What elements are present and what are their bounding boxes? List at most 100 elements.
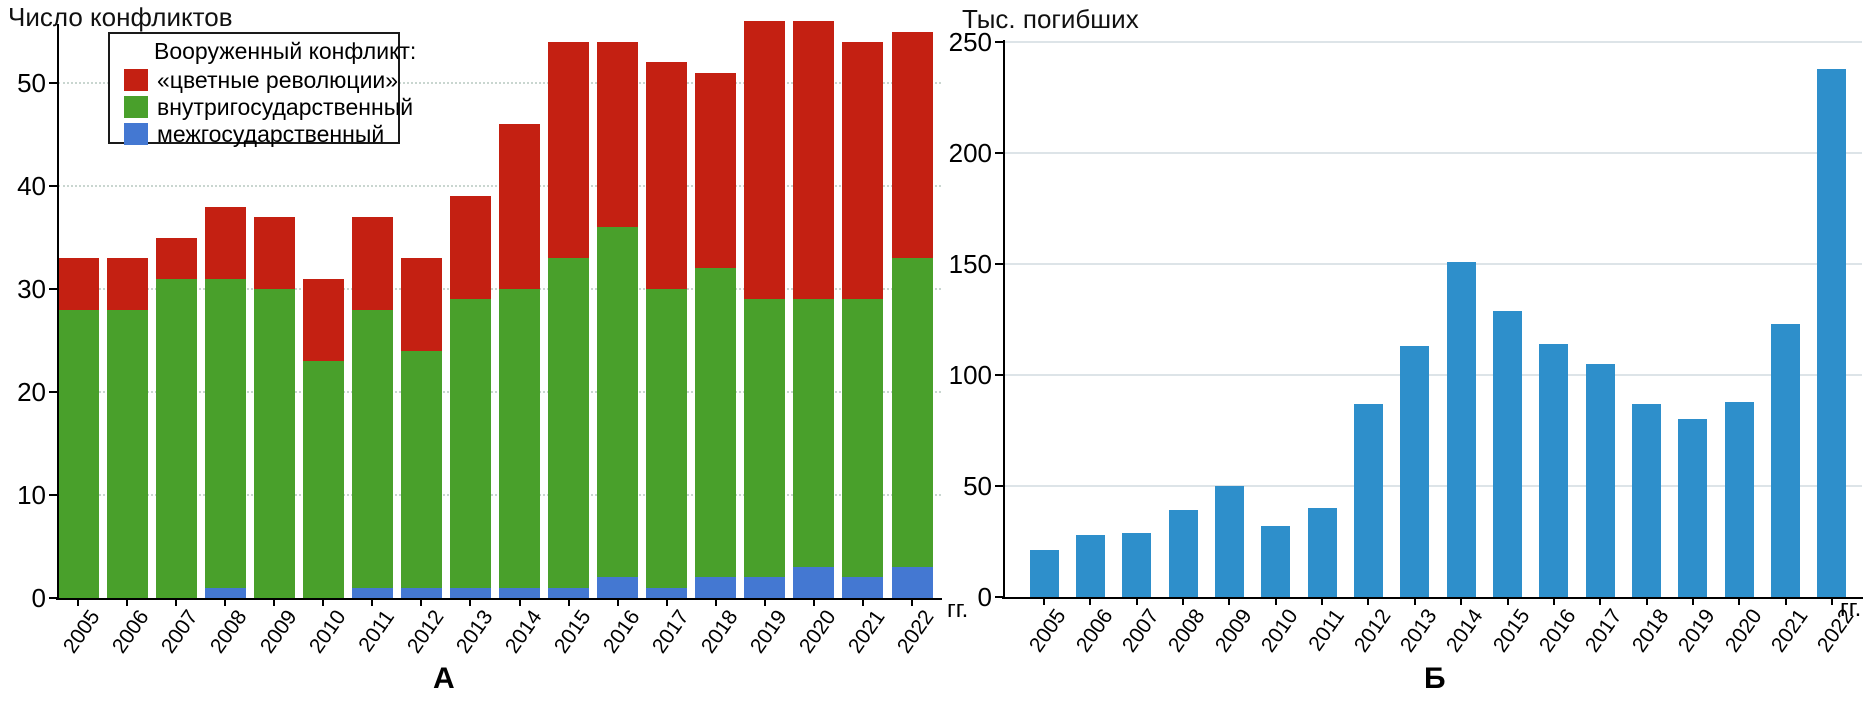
- bar-2016-внутригосударственный: [597, 227, 639, 578]
- x-axis-tick-2009: [1228, 597, 1231, 605]
- bar-2021-цветныереволюции: [842, 41, 884, 300]
- x-axis-tick-2005: [77, 598, 79, 606]
- x-axis-label-2012: 2012: [402, 606, 449, 658]
- x-axis-label-2017: 2017: [647, 606, 694, 658]
- bar-2006-цветныереволюции: [106, 258, 148, 310]
- x-axis-label-2012: 2012: [1349, 605, 1396, 657]
- bar-2018-внутригосударственный: [695, 268, 737, 578]
- x-axis-label-2005: 2005: [1025, 605, 1071, 657]
- y-axis-label-100: 100: [948, 360, 992, 390]
- x-axis-label-2014: 2014: [500, 606, 547, 658]
- x-axis-label-2006: 2006: [1071, 605, 1118, 657]
- bar-2012-внутригосударственный: [400, 350, 442, 588]
- bar-2022-внутригосударственный: [891, 258, 933, 568]
- x-axis-label-2018: 2018: [696, 606, 743, 658]
- legend-item-color-revolutions: «цветные революции»: [120, 67, 398, 93]
- y-axis-label-250: 250: [948, 27, 992, 57]
- x-axis-label-2007: 2007: [1117, 605, 1164, 657]
- bar-2017-цветныереволюции: [646, 62, 688, 289]
- y-axis-tick-30: [49, 288, 57, 290]
- x-axis-label-2005: 2005: [59, 606, 105, 658]
- bar-2011-цветныереволюции: [351, 216, 393, 310]
- y-axis-label-50: 50: [963, 471, 992, 501]
- y-axis-label-50: 50: [17, 68, 46, 98]
- bar-2022-межгосударственный: [891, 567, 933, 598]
- x-axis-label-2007: 2007: [157, 606, 203, 658]
- x-axis-tick-2019: [1691, 597, 1694, 605]
- x-axis-tick-2020: [1738, 597, 1741, 605]
- bar-2005-внутригосударственный: [57, 309, 99, 598]
- bar-2008-внутригосударственный: [204, 278, 246, 588]
- bar-2022-цветныереволюции: [891, 31, 933, 259]
- bar-2011-внутригосударственный: [351, 309, 393, 588]
- x-axis-label-2018: 2018: [1627, 605, 1674, 657]
- chart-a-x-axis-unit: гг.: [947, 596, 969, 623]
- chart-b-panel-label: Б: [1424, 662, 1446, 695]
- legend-swatch-green: [124, 96, 148, 118]
- bar-2005-цветныереволюции: [57, 258, 99, 310]
- bar-2017-внутригосударственный: [646, 289, 688, 588]
- x-axis-label-2013: 2013: [451, 606, 498, 658]
- x-axis-tick-2008: [1182, 597, 1185, 605]
- y-axis-label-150: 150: [948, 249, 992, 279]
- x-axis-label-2019: 2019: [746, 606, 792, 658]
- x-axis-tick-2013: [1413, 597, 1416, 605]
- x-axis-label-2006: 2006: [108, 606, 154, 658]
- chart-b-y-axis: [1003, 40, 1005, 599]
- x-axis-label-2008: 2008: [1164, 605, 1210, 657]
- y-axis-label-10: 10: [17, 480, 46, 510]
- y-axis-tick-250: [995, 41, 1003, 43]
- x-axis-tick-2016: [616, 598, 619, 606]
- bar-2009-цветныереволюции: [253, 216, 295, 289]
- x-axis-tick-2015: [567, 598, 570, 606]
- bar-2019-межгосударственный: [744, 577, 786, 598]
- chart-a-legend: Вооруженный конфликт: «цветные революции…: [108, 32, 416, 147]
- x-axis-tick-2013: [469, 598, 472, 606]
- y-axis-tick-200: [995, 152, 1003, 154]
- bar-2021-межгосударственный: [842, 577, 884, 598]
- bar-2020-внутригосударственный: [793, 299, 835, 568]
- bar-2009-внутригосударственный: [253, 289, 295, 598]
- bar-2016-межгосударственный: [597, 577, 639, 598]
- x-axis-tick-2012: [1367, 597, 1370, 605]
- bar-2012-межгосударственный: [400, 587, 442, 598]
- bar-2019-Тыс.погибших: [1678, 419, 1708, 597]
- bar-2007-Тыс.погибших: [1122, 532, 1152, 597]
- bar-2008-цветныереволюции: [204, 206, 246, 279]
- bar-2007-внутригосударственный: [155, 278, 197, 598]
- x-axis-tick-2011: [1321, 597, 1324, 605]
- bar-2014-цветныереволюции: [499, 124, 541, 289]
- x-axis-label-2014: 2014: [1442, 605, 1488, 657]
- chart-a-title: Число конфликтов: [8, 2, 233, 32]
- bar-2020-Тыс.погибших: [1724, 401, 1754, 597]
- bar-2014-Тыс.погибших: [1446, 261, 1476, 597]
- x-axis-label-2010: 2010: [304, 606, 351, 658]
- bar-2015-межгосударственный: [548, 587, 590, 598]
- x-axis-tick-2009: [273, 598, 276, 606]
- bar-2013-Тыс.погибших: [1400, 346, 1430, 597]
- bar-2010-внутригосударственный: [302, 361, 344, 598]
- gridline-y50: [1004, 485, 1862, 487]
- y-axis-tick-100: [995, 374, 1003, 376]
- bar-2006-внутригосударственный: [106, 309, 148, 598]
- chart-b-x-axis-unit: гг.: [1840, 595, 1862, 622]
- x-axis-tick-2022: [1830, 597, 1833, 605]
- bar-2013-цветныереволюции: [449, 196, 491, 300]
- chart-a-y-axis: [57, 24, 59, 600]
- x-axis-tick-2007: [1135, 597, 1138, 605]
- bar-2016-цветныереволюции: [597, 41, 639, 228]
- bar-2018-межгосударственный: [695, 577, 737, 598]
- x-axis-label-2021: 2021: [844, 606, 890, 658]
- x-axis-label-2011: 2011: [354, 606, 400, 657]
- legend-label: «цветные революции»: [157, 66, 399, 93]
- x-axis-tick-2006: [1089, 597, 1092, 605]
- bar-2018-цветныереволюции: [695, 72, 737, 269]
- y-axis-label-20: 20: [17, 377, 46, 407]
- y-axis-label-40: 40: [17, 171, 46, 201]
- bar-2011-Тыс.погибших: [1307, 508, 1337, 597]
- bar-2015-цветныереволюции: [548, 41, 590, 259]
- x-axis-tick-2008: [224, 598, 227, 606]
- x-axis-tick-2022: [911, 598, 914, 606]
- bar-2013-межгосударственный: [449, 587, 491, 598]
- chart-a-panel-label: А: [433, 662, 455, 695]
